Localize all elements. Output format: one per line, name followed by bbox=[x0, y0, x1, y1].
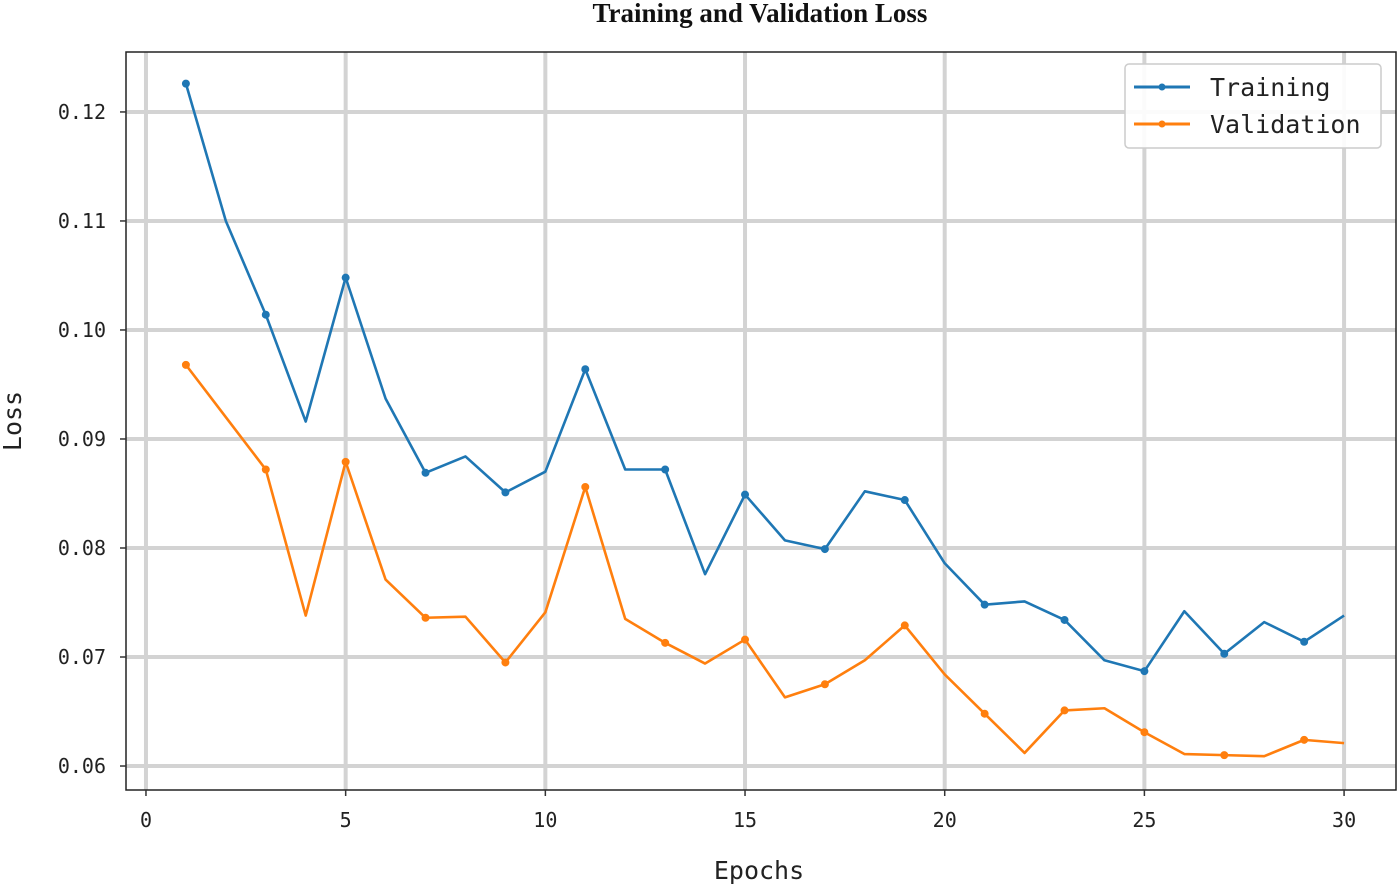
data-point-validation bbox=[820, 680, 829, 689]
data-point-validation bbox=[421, 613, 430, 622]
data-point-validation bbox=[661, 638, 670, 647]
data-point-validation bbox=[261, 465, 270, 474]
data-point-validation bbox=[900, 621, 909, 630]
x-tick-label: 10 bbox=[533, 808, 557, 832]
data-point-training bbox=[341, 273, 350, 282]
y-tick-label: 0.08 bbox=[58, 536, 106, 560]
data-point-validation bbox=[1220, 751, 1229, 760]
y-tick-label: 0.11 bbox=[58, 209, 106, 233]
data-point-training bbox=[421, 468, 430, 477]
data-point-validation bbox=[181, 360, 190, 369]
series-validation bbox=[181, 360, 1345, 760]
series-line-training bbox=[184, 83, 1345, 673]
legend-label-training: Training bbox=[1210, 73, 1330, 102]
data-point-validation bbox=[1140, 728, 1149, 737]
x-tick-label: 15 bbox=[733, 808, 757, 832]
series-line-validation bbox=[184, 364, 1345, 758]
x-tick-label: 20 bbox=[933, 808, 957, 832]
legend-label-validation: Validation bbox=[1210, 110, 1361, 139]
y-axis-label: Loss bbox=[0, 391, 27, 451]
y-tick-label: 0.07 bbox=[58, 645, 106, 669]
legend-marker-validation bbox=[1158, 120, 1166, 128]
data-point-validation bbox=[581, 482, 590, 491]
data-point-validation bbox=[341, 457, 350, 466]
legend-frame bbox=[1124, 63, 1382, 149]
y-tick-label: 0.09 bbox=[58, 427, 106, 451]
data-point-training bbox=[1220, 649, 1229, 658]
data-point-training bbox=[501, 488, 510, 497]
data-point-training bbox=[900, 496, 909, 505]
data-point-validation bbox=[501, 658, 510, 667]
data-point-validation bbox=[980, 709, 989, 718]
x-tick-label: 0 bbox=[140, 808, 152, 832]
data-point-training bbox=[1300, 637, 1309, 646]
data-point-training bbox=[1060, 615, 1069, 624]
series-group bbox=[181, 79, 1345, 760]
legend: Training Validation bbox=[1124, 63, 1382, 149]
data-point-training bbox=[980, 600, 989, 609]
x-tick-label: 25 bbox=[1132, 808, 1156, 832]
data-point-training bbox=[181, 79, 190, 88]
data-point-training bbox=[1140, 667, 1149, 676]
data-point-training bbox=[820, 545, 829, 554]
plot-area-frame bbox=[125, 51, 1397, 791]
data-point-training bbox=[661, 465, 670, 474]
y-tick-label: 0.12 bbox=[58, 100, 106, 124]
y-tick-label: 0.06 bbox=[58, 754, 106, 778]
data-point-validation bbox=[1300, 735, 1309, 744]
x-tick-label: 30 bbox=[1332, 808, 1356, 832]
data-point-validation bbox=[1060, 706, 1069, 715]
legend-marker-training bbox=[1158, 83, 1166, 91]
x-axis-label: Epochs bbox=[714, 856, 804, 885]
series-training bbox=[181, 79, 1345, 676]
grid bbox=[126, 52, 1396, 790]
y-tick-label: 0.10 bbox=[58, 318, 106, 342]
data-point-training bbox=[261, 310, 270, 319]
data-point-training bbox=[581, 365, 590, 374]
axis-ticks: 0 5 10 15 20 25 30 0.06 0.07 0.08 0.09 0.10 0.11 0.12 bbox=[58, 100, 1356, 832]
data-point-validation bbox=[741, 635, 750, 644]
chart-title: Training and Validation Loss bbox=[593, 0, 928, 28]
data-point-training bbox=[741, 490, 750, 499]
x-tick-label: 5 bbox=[340, 808, 352, 832]
